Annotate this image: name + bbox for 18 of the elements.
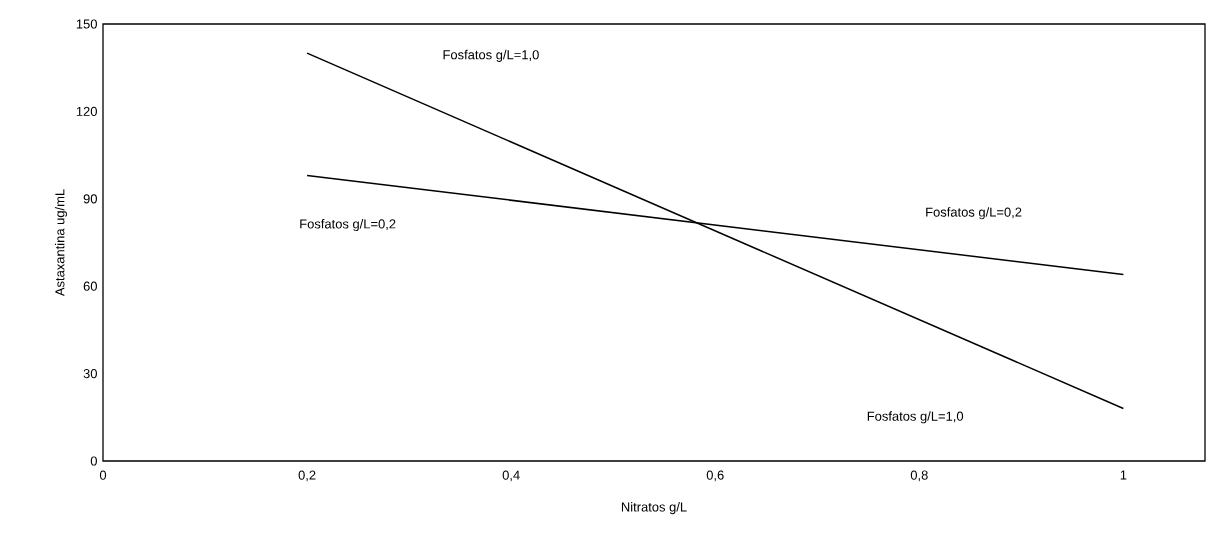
x-tick-label: 0,2 — [298, 470, 316, 482]
x-tick-label: 0,4 — [502, 470, 520, 482]
y-axis-title: Astaxantina ug/mL — [54, 189, 68, 297]
y-tick-label: 120 — [76, 106, 97, 116]
y-tick-label: 90 — [83, 194, 97, 204]
y-tick-label: 150 — [76, 19, 97, 29]
x-tick-label: 0,8 — [910, 470, 928, 482]
x-tick-label: 0,6 — [706, 470, 724, 482]
x-tick-label: 0 — [99, 470, 107, 480]
x-tick-label: 1 — [1120, 470, 1127, 480]
y-tick-label: 0 — [90, 456, 97, 466]
annotation: Fosfatos g/L=1,0 — [443, 49, 539, 62]
x-axis-title: Nitratos g/L — [621, 502, 687, 515]
y-tick-label: 60 — [83, 281, 97, 291]
annotation: Fosfatos g/L=0,2 — [300, 218, 396, 232]
annotation: Fosfatos g/L=1,0 — [867, 411, 964, 424]
annotation: Fosfatos g/L=0,2 — [926, 207, 1022, 220]
y-tick-label: 30 — [83, 369, 97, 379]
